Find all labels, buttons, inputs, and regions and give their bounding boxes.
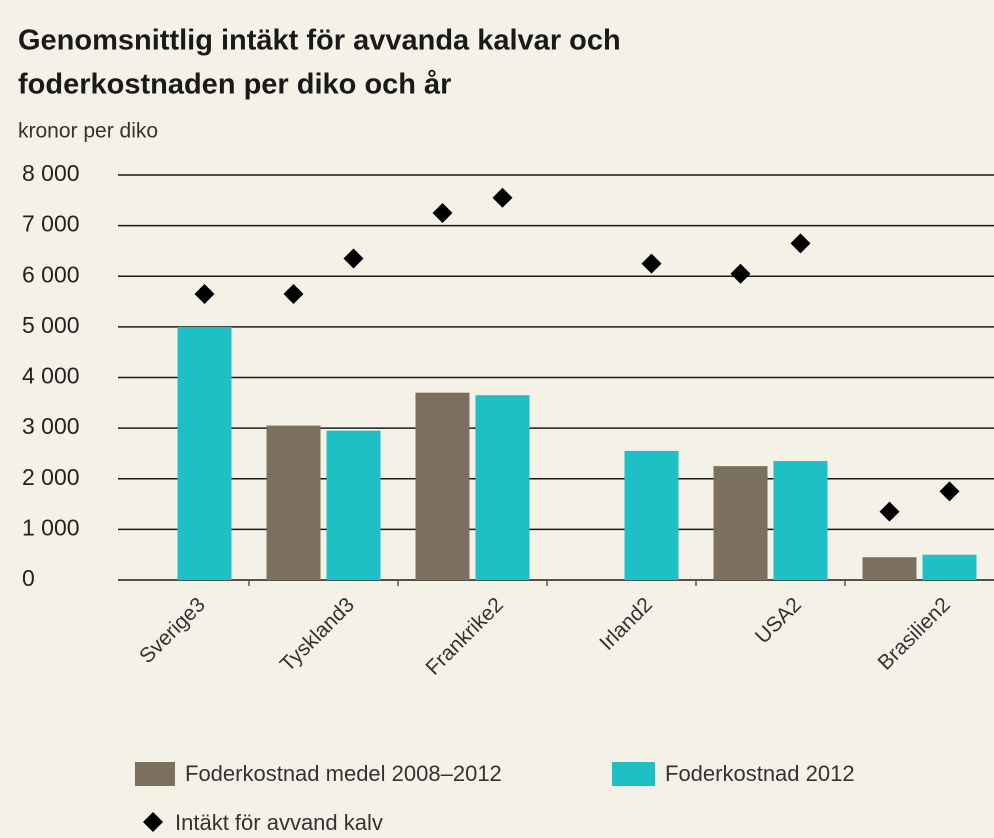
x-tick-label: Frankrike2: [422, 593, 508, 679]
y-tick-label: 0: [22, 565, 35, 591]
bar: [475, 395, 530, 580]
y-tick-label: 8 000: [22, 160, 80, 186]
diamond-marker: [194, 283, 215, 304]
diamond-marker: [432, 202, 453, 223]
legend-label: Foderkostnad 2012: [665, 761, 855, 786]
y-tick-label: 1 000: [22, 514, 80, 540]
y-tick-label: 3 000: [22, 413, 80, 439]
y-tick-label: 2 000: [22, 464, 80, 490]
y-tick-label: 7 000: [22, 211, 80, 237]
diamond-marker: [283, 283, 304, 304]
x-tick-label: Brasilien2: [873, 593, 954, 674]
legend-swatch: [135, 762, 175, 786]
x-tick-label: Tyskland3: [276, 593, 359, 676]
diamond-marker: [343, 248, 364, 269]
diamond-marker: [641, 253, 662, 274]
bar: [862, 557, 917, 580]
bar: [266, 425, 321, 580]
diamond-marker: [730, 263, 751, 284]
diamond-marker: [492, 187, 513, 208]
x-tick-label: Irland2: [595, 593, 657, 655]
bar: [713, 466, 768, 580]
diamond-marker: [790, 233, 811, 254]
y-tick-label: 5 000: [22, 312, 80, 338]
diamond-marker: [939, 481, 960, 502]
y-tick-label: 4 000: [22, 363, 80, 389]
x-tick-label: Sverige3: [135, 593, 210, 668]
y-tick-label: 6 000: [22, 261, 80, 287]
bar: [773, 461, 828, 580]
x-tick-label: USA2: [751, 593, 806, 648]
bar: [177, 326, 232, 580]
legend-label: Intäkt för avvand kalv: [175, 810, 383, 835]
legend-label: Foderkostnad medel 2008–2012: [185, 761, 502, 786]
legend-marker: [143, 812, 163, 832]
diamond-marker: [879, 501, 900, 522]
legend-swatch: [612, 762, 655, 786]
bar: [415, 392, 470, 580]
bar: [624, 450, 679, 580]
chart-title: foderkostnaden per diko och år: [18, 69, 451, 101]
y-axis-label: kronor per diko: [18, 120, 158, 143]
bar: [326, 430, 381, 580]
chart-title: Genomsnittlig intäkt för avvanda kalvar …: [18, 25, 621, 57]
bar: [922, 554, 977, 580]
